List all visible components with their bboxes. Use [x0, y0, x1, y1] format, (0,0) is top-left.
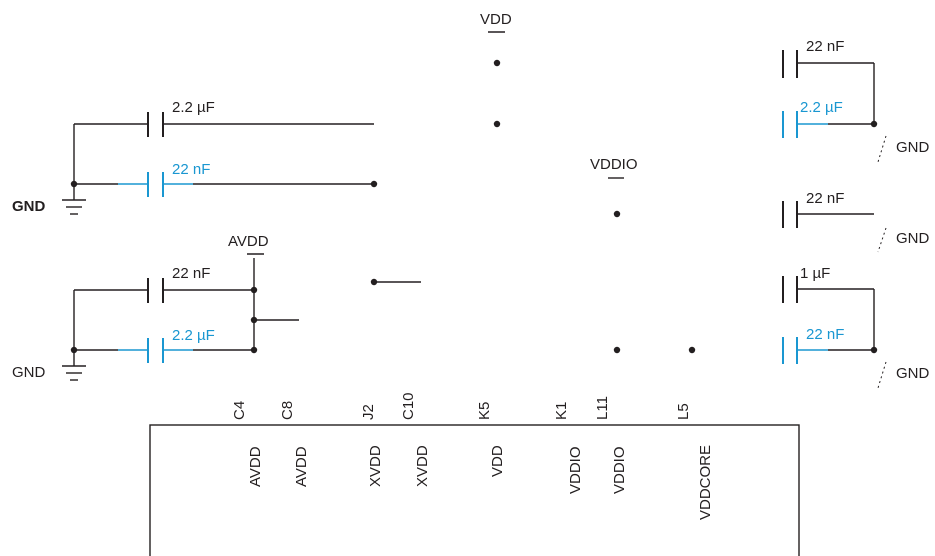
left-upper-decoupling-group: 2.2 µF 22 nF GND — [12, 99, 378, 215]
ball-label-c10: C10 — [400, 392, 417, 420]
pin-name-xvdd-1: XVDD — [367, 445, 384, 487]
xvdd-stub-dot — [370, 278, 378, 286]
pin-name-vddio-2: VDDIO — [611, 446, 628, 494]
vddio-rail-label: VDDIO — [590, 156, 638, 173]
vddio-bottom-dot — [613, 346, 621, 354]
vdd-rail-label: VDD — [480, 11, 512, 28]
cap-label-right-4: 1 µF — [800, 265, 830, 282]
right-decoupling-group-1: 22 nF 2.2 µF GND — [782, 38, 930, 163]
cap-label-right-3: 22 nF — [806, 190, 844, 207]
cap-label-left-1: 2.2 µF — [172, 99, 215, 116]
pin-name-vddcore: VDDCORE — [697, 445, 714, 520]
gnd-label-right-2: GND — [896, 230, 930, 247]
pin-name-xvdd-2: XVDD — [414, 445, 431, 487]
vddcore-bottom-dot — [688, 346, 696, 354]
ic-body — [149, 424, 800, 556]
ball-label-l5: L5 — [675, 403, 692, 420]
gnd-label-right-1: GND — [896, 139, 930, 156]
pin-name-vddio-1: VDDIO — [567, 446, 584, 494]
cap-label-right-2: 2.2 µF — [800, 99, 843, 116]
vdd-node-dot-1 — [493, 59, 501, 67]
ball-label-c4: C4 — [231, 401, 248, 420]
ball-label-k1: K1 — [553, 402, 570, 420]
left-lower-decoupling-group: 22 nF 2.2 µF GND — [12, 258, 299, 381]
vddio-node-dot — [613, 210, 621, 218]
cap-label-left-2: 22 nF — [172, 161, 210, 178]
ball-label-j2: J2 — [360, 404, 377, 420]
right-decoupling-group-2: 22 nF GND — [782, 190, 930, 253]
gnd-label-left-bottom: GND — [12, 364, 46, 381]
gnd-label-left-top: GND — [12, 198, 46, 215]
cap-label-right-1: 22 nF — [806, 38, 844, 55]
ball-label-k5: K5 — [476, 402, 493, 420]
cap-label-left-3: 22 nF — [172, 265, 210, 282]
pin-name-avdd-1: AVDD — [247, 446, 264, 487]
ball-label-l11: L11 — [594, 396, 611, 420]
ball-label-c8: C8 — [279, 401, 296, 420]
pin-name-vdd: VDD — [489, 445, 506, 477]
avdd-rail-label: AVDD — [228, 233, 269, 250]
cap-label-right-5: 22 nF — [806, 326, 844, 343]
cap-label-left-4: 2.2 µF — [172, 327, 215, 344]
vdd-node-dot-2 — [493, 120, 501, 128]
pin-name-avdd-2: AVDD — [293, 446, 310, 487]
right-decoupling-group-3: 1 µF 22 nF GND — [782, 265, 930, 389]
gnd-label-right-3: GND — [896, 365, 930, 382]
